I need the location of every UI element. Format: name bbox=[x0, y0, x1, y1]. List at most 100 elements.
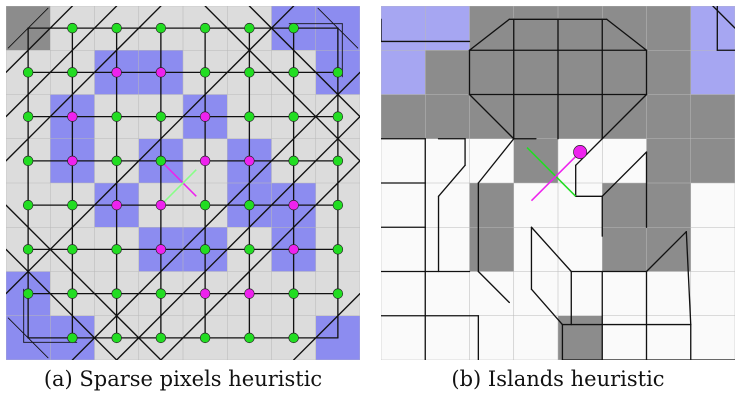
magenta-node-dot bbox=[155, 199, 167, 211]
pixel bbox=[425, 183, 470, 228]
pixel bbox=[602, 315, 647, 360]
green-node-dot bbox=[22, 67, 34, 78]
pixel bbox=[646, 138, 691, 184]
pixel bbox=[425, 227, 470, 272]
highlight-edge bbox=[526, 147, 577, 197]
green-node-dot bbox=[288, 111, 299, 122]
magenta-node-dot bbox=[199, 288, 211, 299]
graph-edge bbox=[468, 93, 515, 140]
pixel bbox=[425, 138, 470, 184]
graph-edge bbox=[115, 115, 360, 360]
highlight-edge bbox=[160, 169, 197, 206]
pixel bbox=[602, 183, 647, 228]
graph-edge bbox=[530, 226, 572, 273]
green-node-dot bbox=[332, 199, 344, 211]
green-node-dot bbox=[288, 22, 299, 34]
pixel bbox=[469, 138, 514, 184]
graph-edge bbox=[477, 138, 515, 184]
magenta-node-dot bbox=[244, 155, 255, 167]
pixel bbox=[513, 6, 559, 51]
green-node-dot bbox=[111, 288, 122, 299]
graph-edge bbox=[71, 71, 360, 360]
graph-edge bbox=[6, 6, 74, 74]
green-node-dot bbox=[111, 244, 122, 255]
graph-edge bbox=[7, 317, 49, 359]
green-node-dot bbox=[288, 67, 299, 78]
islands-graph bbox=[381, 6, 735, 360]
magenta-node-dot bbox=[111, 67, 122, 78]
pixel bbox=[690, 271, 735, 316]
green-node-dot bbox=[67, 199, 78, 211]
green-node-dot bbox=[288, 332, 299, 344]
pixel bbox=[513, 50, 559, 95]
green-node-dot bbox=[244, 111, 255, 122]
pixel bbox=[469, 227, 514, 272]
green-node-dot bbox=[67, 67, 78, 78]
graph-edge bbox=[6, 6, 295, 295]
graph-edge bbox=[160, 160, 360, 360]
pixel bbox=[425, 6, 470, 51]
graph-edge bbox=[575, 138, 603, 166]
pixel bbox=[602, 50, 647, 95]
pixel bbox=[602, 6, 647, 51]
pixel bbox=[381, 271, 426, 316]
green-node-dot bbox=[67, 244, 78, 255]
pixel bbox=[602, 138, 647, 184]
graph-edge bbox=[468, 18, 510, 51]
pixel bbox=[558, 50, 603, 95]
green-node-dot bbox=[155, 155, 167, 167]
pixel bbox=[646, 271, 691, 316]
magenta-node-dot bbox=[199, 155, 211, 167]
pixel bbox=[690, 94, 735, 139]
green-node-dot bbox=[332, 67, 344, 78]
green-node-dot bbox=[199, 22, 211, 34]
magenta-node-dot bbox=[155, 67, 167, 78]
magenta-node-dot bbox=[288, 244, 299, 255]
graph-edge bbox=[437, 164, 466, 197]
pixel bbox=[381, 138, 426, 184]
pixel bbox=[513, 94, 559, 139]
caption-islands: (b) Islands heuristic bbox=[451, 367, 665, 391]
graph-edge bbox=[530, 288, 564, 326]
islands-panel bbox=[381, 6, 735, 360]
pixel bbox=[558, 183, 603, 228]
green-node-dot bbox=[332, 155, 344, 167]
pixel bbox=[690, 227, 735, 272]
pixel bbox=[469, 183, 514, 228]
green-node-dot bbox=[111, 22, 122, 34]
pixel bbox=[558, 6, 603, 51]
pixel bbox=[602, 271, 647, 316]
green-node-dot bbox=[155, 332, 167, 344]
graph-edge bbox=[204, 6, 360, 162]
green-node-dot bbox=[22, 155, 34, 167]
green-node-dot bbox=[244, 22, 255, 34]
pixel bbox=[602, 227, 647, 272]
pixel bbox=[381, 94, 426, 139]
pixel bbox=[381, 50, 426, 95]
graph-edge bbox=[712, 6, 735, 29]
green-node-dot bbox=[111, 111, 122, 122]
green-node-dot bbox=[244, 67, 255, 78]
green-node-dot bbox=[111, 332, 122, 344]
pixel bbox=[646, 183, 691, 228]
graph-edge bbox=[6, 6, 118, 118]
magenta-node-dot bbox=[244, 288, 255, 299]
green-node-dot bbox=[67, 22, 78, 34]
pixel bbox=[690, 315, 735, 360]
green-node-dot bbox=[199, 67, 211, 78]
pixel bbox=[558, 94, 603, 139]
graph-edge bbox=[317, 7, 359, 49]
pixel bbox=[558, 271, 603, 316]
pixel bbox=[469, 271, 514, 316]
graph-edge bbox=[606, 18, 648, 51]
graph-edge bbox=[601, 93, 648, 140]
green-node-dot bbox=[199, 199, 211, 211]
green-node-dot bbox=[155, 288, 167, 299]
pixel bbox=[469, 6, 514, 51]
magenta-node-dot bbox=[573, 145, 588, 159]
graph-edge bbox=[477, 270, 510, 304]
green-node-dot bbox=[155, 111, 167, 122]
graph-edge bbox=[601, 151, 648, 197]
pixel bbox=[513, 183, 559, 228]
green-node-dot bbox=[155, 22, 167, 34]
